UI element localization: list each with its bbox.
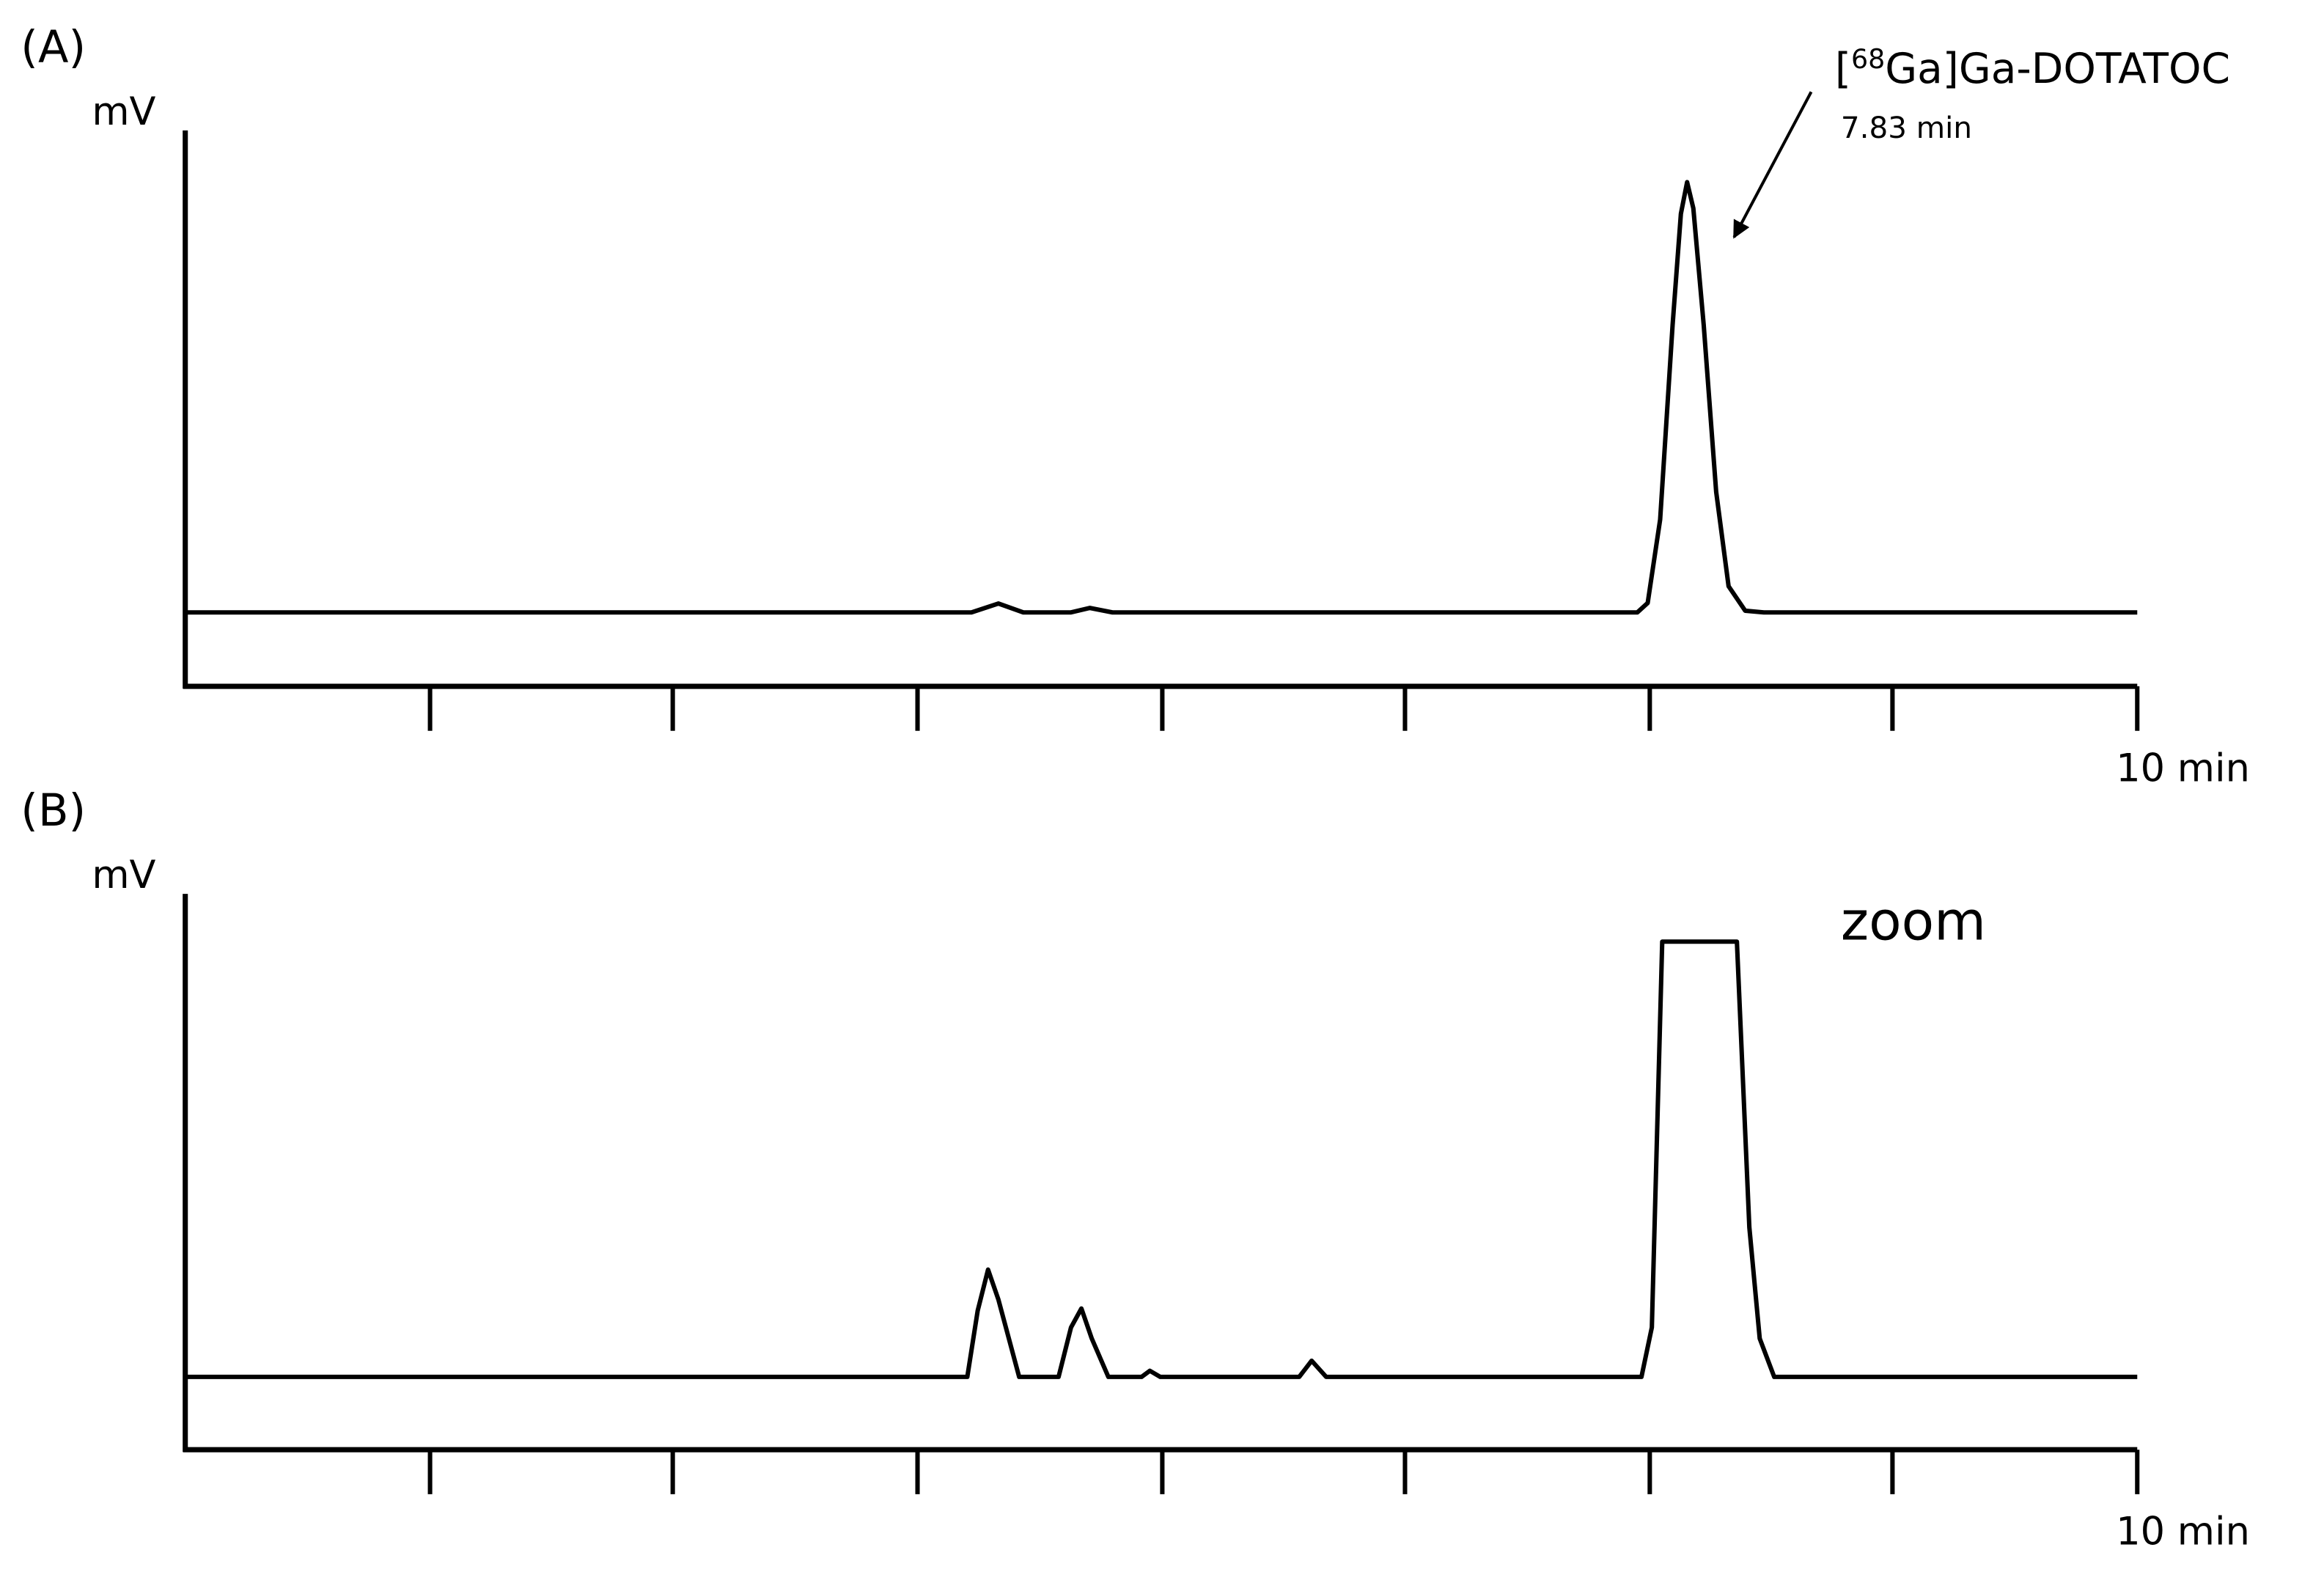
label-superscript: 68 bbox=[1851, 43, 1885, 75]
y-axis-label: mV bbox=[92, 89, 155, 134]
x-tick-label: 10 min bbox=[2116, 746, 2250, 790]
annotation-arrow bbox=[1732, 91, 1813, 239]
label-part: Ga]Ga-DOTATOC bbox=[1885, 45, 2230, 93]
panel-label: (B) bbox=[21, 785, 86, 837]
y-axis-label: mV bbox=[92, 853, 155, 897]
panel-label: (A) bbox=[21, 22, 86, 73]
peak-time: 7.83 min bbox=[1841, 110, 1972, 145]
label-part: [ bbox=[1835, 45, 1851, 93]
zoom-note: zoom bbox=[1841, 891, 1986, 953]
x-tick-label: 10 min bbox=[2116, 1510, 2250, 1554]
peak-label: [68Ga]Ga-DOTATOC bbox=[1835, 43, 2230, 93]
trace bbox=[185, 180, 2138, 615]
trace bbox=[185, 939, 2138, 1379]
